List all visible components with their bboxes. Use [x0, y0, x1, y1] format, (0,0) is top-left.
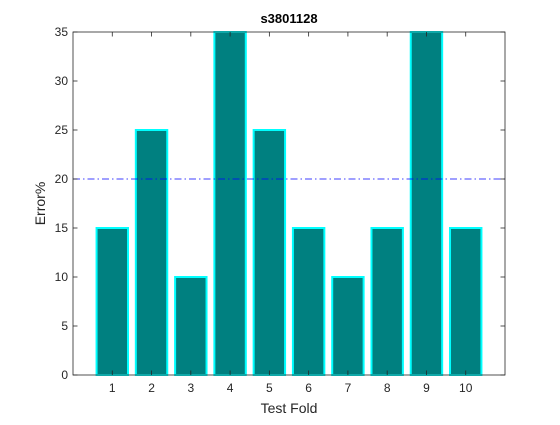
- x-tick-label: 4: [227, 381, 234, 395]
- y-tick-label: 10: [55, 270, 69, 284]
- bar: [291, 227, 326, 376]
- x-tick-label: 3: [187, 381, 194, 395]
- y-axis-label: Error%: [32, 182, 48, 226]
- ticks-layer: 1 2 3 4 5 6 7 8 9 10 0 5 10 15 20 25 30 35: [55, 25, 505, 395]
- bar: [134, 129, 169, 376]
- y-tick-label: 35: [55, 25, 69, 39]
- bar: [449, 227, 483, 376]
- bar: [331, 276, 365, 376]
- y-tick-label: 20: [55, 172, 69, 186]
- x-tick-label: 8: [384, 381, 391, 395]
- x-tick-label: 5: [266, 381, 273, 395]
- y-tick-label: 30: [55, 74, 69, 88]
- x-tick-label: 2: [148, 381, 155, 395]
- bars-layer: [95, 31, 483, 376]
- x-axis-label: Test Fold: [261, 400, 318, 416]
- y-tick-label: 15: [55, 221, 69, 235]
- bar: [174, 276, 208, 376]
- bar: [252, 129, 287, 376]
- x-tick-label: 9: [423, 381, 430, 395]
- y-tick-label: 5: [61, 319, 68, 333]
- x-tick-label: 10: [459, 381, 473, 395]
- axes-box: [72, 31, 506, 376]
- x-tick-label: 1: [109, 381, 116, 395]
- bar: [409, 31, 444, 376]
- bar: [370, 227, 404, 376]
- x-tick-label: 6: [305, 381, 312, 395]
- axes-layer: [72, 31, 506, 376]
- y-tick-label: 25: [55, 123, 69, 137]
- bar: [95, 227, 129, 376]
- x-tick-label: 7: [345, 381, 352, 395]
- chart-title: s3801128: [260, 11, 317, 26]
- y-tick-label: 0: [61, 368, 68, 382]
- bar: [213, 31, 247, 376]
